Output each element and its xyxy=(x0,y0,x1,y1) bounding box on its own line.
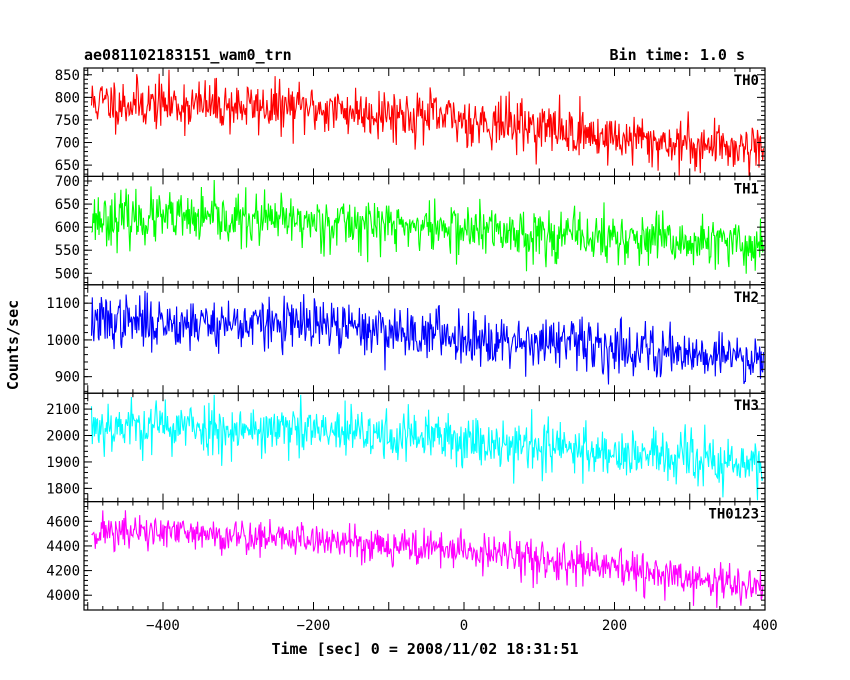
series-name-label: TH0123 xyxy=(708,507,759,523)
series-name-label: TH0 xyxy=(734,73,759,89)
y-tick-label: 800 xyxy=(55,90,80,106)
y-axis-label: Counts/sec xyxy=(4,300,22,390)
x-tick-label: 400 xyxy=(752,618,777,634)
panel-th1: 500 550 600 650 700 TH1 xyxy=(55,174,766,286)
y-tick-label: 500 xyxy=(55,266,80,282)
panel-frame xyxy=(83,175,766,286)
x-tick-label: 0 xyxy=(460,618,468,634)
y-tick-label: 1100 xyxy=(46,296,80,312)
series-line-th1 xyxy=(91,179,765,274)
y-tick-label: 4600 xyxy=(46,514,80,530)
y-tick-label: 600 xyxy=(55,220,80,236)
series-name-label: TH3 xyxy=(734,398,759,414)
panel-th0: 650 700 750 800 850 TH0 xyxy=(55,67,766,178)
y-tick-label: 1000 xyxy=(46,333,80,349)
y-tick-label: 900 xyxy=(55,370,80,386)
series-line-th0123 xyxy=(91,510,765,608)
series-line-th0 xyxy=(90,69,765,177)
y-tick-label: 850 xyxy=(55,68,80,84)
y-tick-label: 4000 xyxy=(46,588,80,604)
x-tick-label: −400 xyxy=(146,618,180,634)
panel-th0123: 4000 4200 4400 4600 TH0123 xyxy=(46,501,766,611)
panel-th2: 900 1000 1100 TH2 xyxy=(46,284,766,394)
series-line-th2 xyxy=(90,290,765,385)
y-tick-label: 4200 xyxy=(46,564,80,580)
y-tick-label: 700 xyxy=(55,174,80,190)
y-tick-label: 550 xyxy=(55,243,80,259)
series-line-th3 xyxy=(90,394,764,501)
x-tick-label: 200 xyxy=(602,618,627,634)
y-tick-label: 2100 xyxy=(46,402,80,418)
y-tick-label: 1900 xyxy=(46,455,80,471)
y-tick-label: 650 xyxy=(55,197,80,213)
bin-time-label: Bin time: 1.0 s xyxy=(610,46,745,64)
y-tick-label: 700 xyxy=(55,136,80,152)
observation-name: ae081102183151_wam0_trn xyxy=(84,46,292,64)
x-tick-label: −200 xyxy=(297,618,331,634)
y-tick-label: 1800 xyxy=(46,481,80,497)
panel-th3: 1800 1900 2000 2100 TH3 xyxy=(46,392,766,503)
y-tick-label: 2000 xyxy=(46,429,80,445)
y-tick-label: 4400 xyxy=(46,539,80,555)
y-tick-label: 650 xyxy=(55,158,80,174)
series-name-label: TH2 xyxy=(734,290,759,306)
series-name-label: TH1 xyxy=(734,181,759,197)
x-axis-label: Time [sec] 0 = 2008/11/02 18:31:51 xyxy=(271,640,578,658)
y-tick-label: 750 xyxy=(55,113,80,129)
